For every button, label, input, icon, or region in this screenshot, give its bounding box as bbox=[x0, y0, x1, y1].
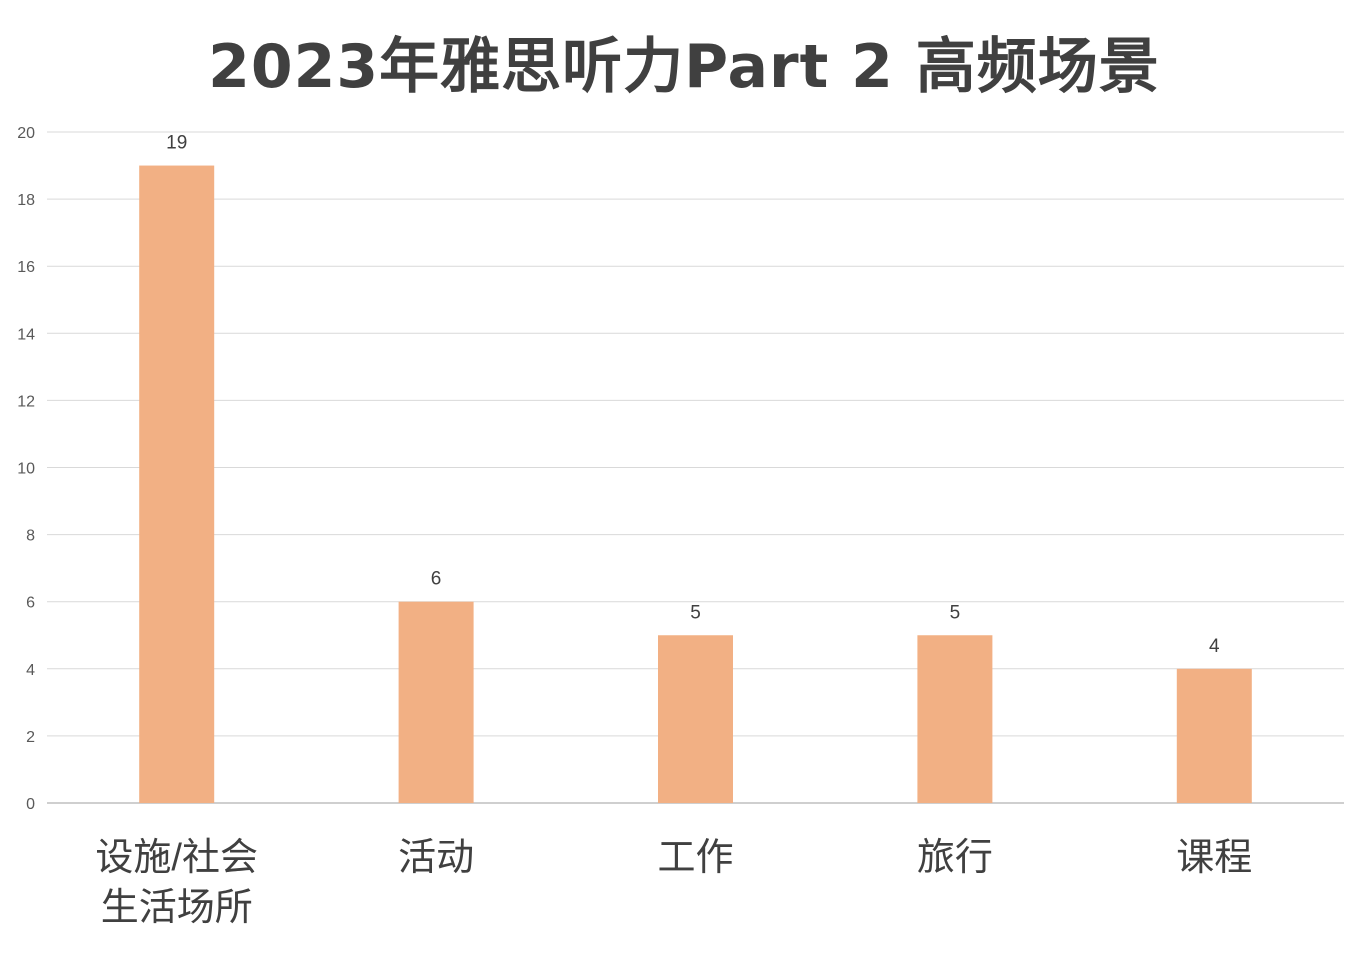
y-tick-label: 0 bbox=[26, 796, 35, 813]
bar bbox=[917, 635, 993, 803]
bar bbox=[139, 165, 215, 804]
y-tick-label: 8 bbox=[26, 528, 35, 545]
bar bbox=[658, 635, 733, 803]
y-tick-label: 4 bbox=[26, 662, 35, 679]
data-label: 6 bbox=[431, 569, 442, 590]
x-tick-label: 课程 bbox=[1176, 837, 1252, 879]
x-tick-label: 活动 bbox=[398, 837, 474, 879]
y-tick-label: 6 bbox=[26, 595, 35, 612]
data-labels: 19 6 5 5 4 bbox=[166, 133, 1220, 657]
data-label: 5 bbox=[950, 602, 961, 623]
x-tick-label: 生活场所 bbox=[101, 887, 253, 929]
y-tick-label: 16 bbox=[17, 259, 35, 276]
y-tick-label: 12 bbox=[17, 393, 35, 410]
data-label: 5 bbox=[690, 602, 701, 623]
bar bbox=[1176, 668, 1252, 803]
data-label: 4 bbox=[1209, 636, 1220, 657]
x-tick-label: 设施/社会 bbox=[95, 837, 258, 879]
y-tick-label: 18 bbox=[17, 192, 35, 209]
data-label: 19 bbox=[166, 133, 187, 154]
bar bbox=[398, 601, 474, 803]
chart-title: 2023年雅思听力Part 2 高频场景 bbox=[208, 32, 1160, 102]
y-axis-ticks: 0 2 4 6 8 10 12 14 16 18 20 bbox=[17, 125, 35, 813]
x-tick-label: 工作 bbox=[657, 837, 733, 879]
y-tick-label: 2 bbox=[26, 729, 35, 746]
y-tick-label: 14 bbox=[17, 326, 35, 343]
y-tick-label: 20 bbox=[17, 125, 35, 142]
y-tick-label: 10 bbox=[17, 461, 35, 478]
bars bbox=[139, 165, 1252, 804]
x-tick-label: 旅行 bbox=[917, 837, 993, 879]
